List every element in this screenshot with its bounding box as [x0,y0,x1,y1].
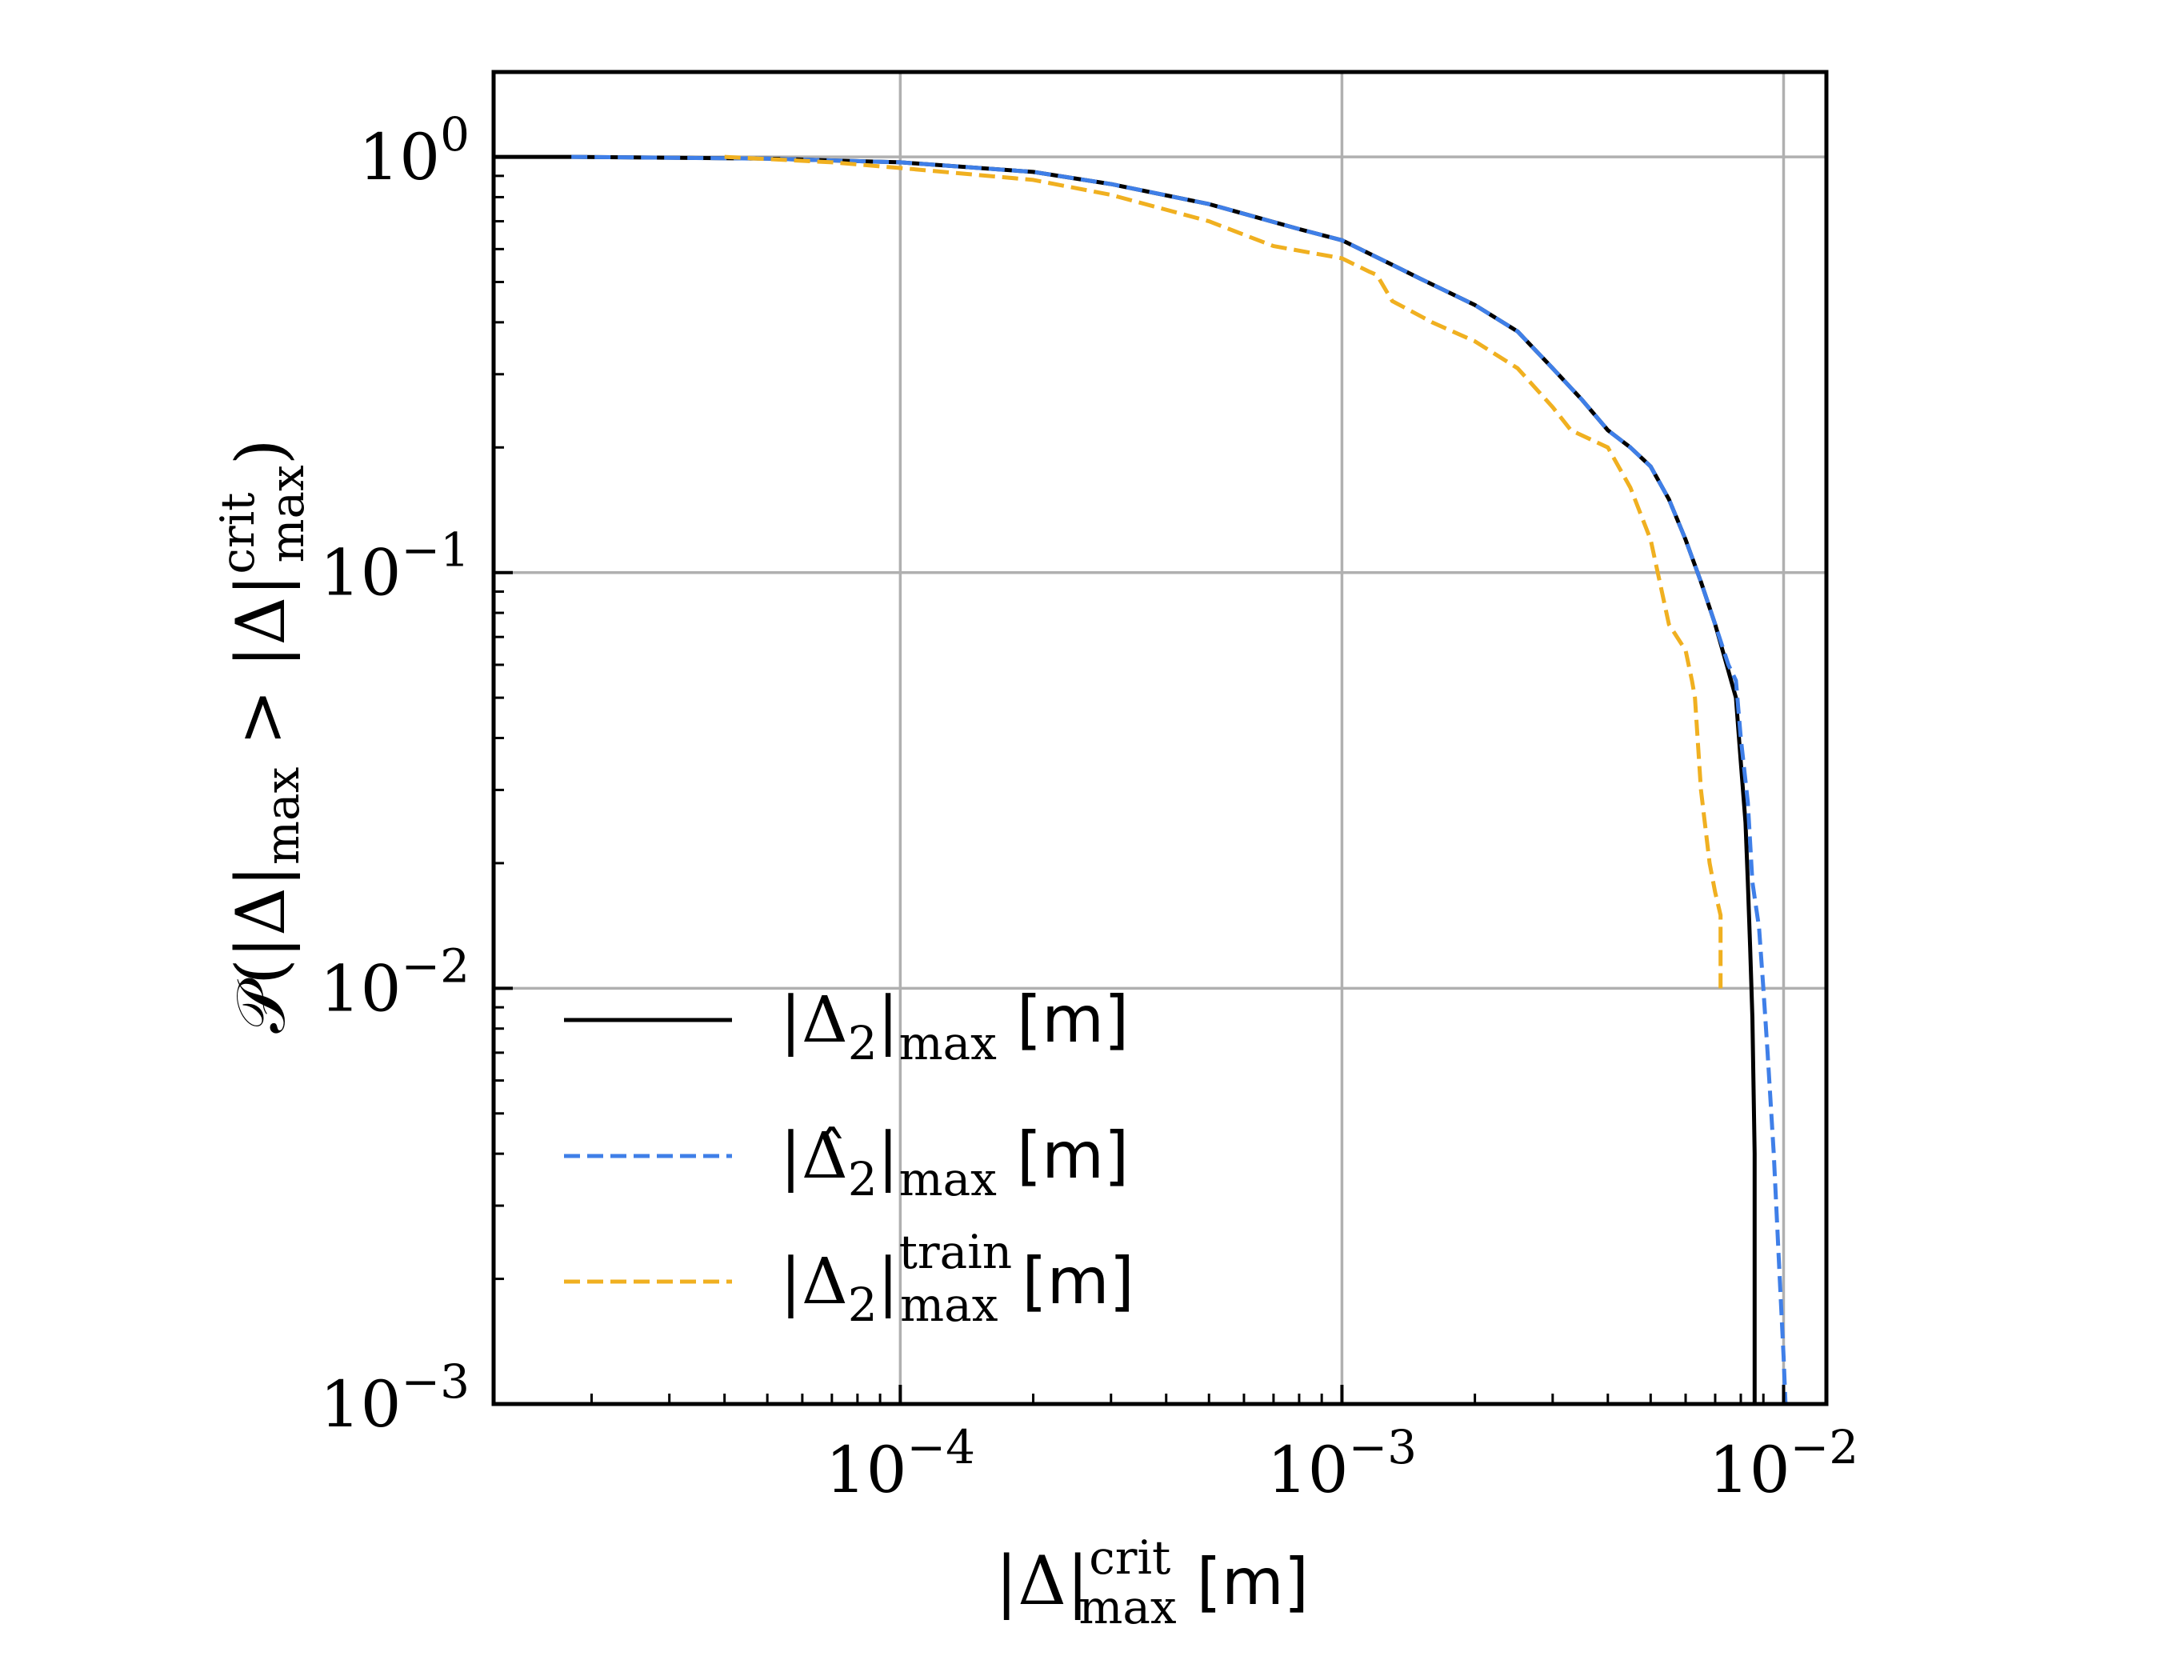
legend-label-train: |Δ2|train max [m] [780,1225,1134,1332]
legend: |Δ2|max [m] |Δ̂2|max [m] |Δ2|train max [m] [564,982,1134,1332]
legend-entry-train: |Δ2|train max [m] [564,1225,1134,1332]
y-tick-label: 100 [358,107,470,194]
y-tick-label: 10−1 [320,523,470,610]
y-axis-label: 𝒫(|Δ|max > |Δ|critmax) [210,438,314,1033]
series-line-predicted [571,154,1788,1405]
x-tick-label: 10−4 [826,1420,975,1507]
x-axis-label: |Δ|crit max [m] [995,1530,1309,1634]
x-tick-label: 10−2 [1709,1420,1858,1507]
x-tick-labels: 10−4 10−3 10−2 [826,1420,1858,1507]
series-lines [494,154,1788,1405]
x-tick-label: 10−3 [1267,1420,1417,1507]
y-tick-label: 10−2 [320,938,470,1026]
y-tick-label: 10−3 [320,1354,470,1442]
y-tick-labels: 100 10−1 10−2 10−3 [320,107,470,1442]
legend-label-true: |Δ2|max [m] [780,982,1129,1070]
legend-label-predicted: |Δ̂2|max [m] [780,1118,1129,1206]
legend-entry-true: |Δ2|max [m] [564,982,1129,1070]
series-line-train [724,154,1723,989]
plot-frame [491,70,1829,1406]
legend-entry-predicted: |Δ̂2|max [m] [564,1118,1129,1206]
